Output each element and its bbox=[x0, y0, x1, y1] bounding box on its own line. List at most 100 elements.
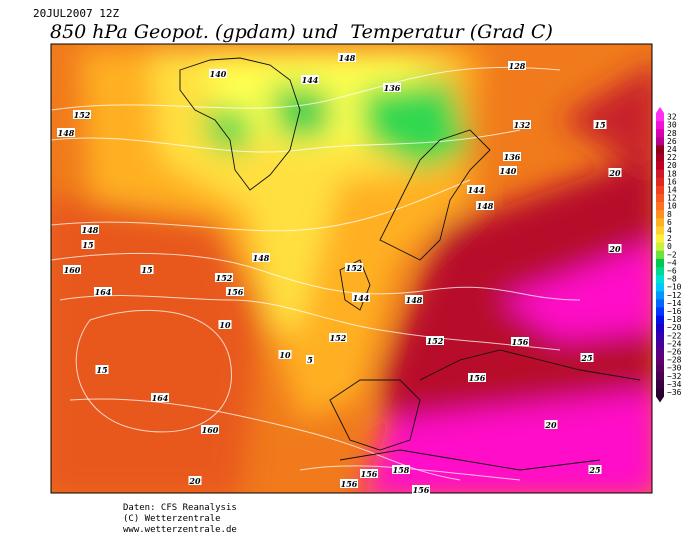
colorbar-swatch bbox=[656, 202, 664, 211]
contour-label-box bbox=[544, 420, 558, 429]
colorbar-swatch bbox=[656, 234, 664, 243]
colorbar-swatch bbox=[656, 388, 664, 397]
colorbar-label: 32 bbox=[667, 113, 677, 122]
footer-line: Daten: CFS Reanalysis bbox=[123, 503, 237, 513]
contour-label-box bbox=[278, 350, 292, 359]
colorbar-swatch bbox=[656, 250, 664, 260]
contour-label-box bbox=[467, 185, 485, 194]
colorbar-label: 0 bbox=[667, 242, 672, 251]
colorbar-swatch bbox=[656, 283, 664, 292]
contour-label: 15 bbox=[594, 120, 606, 130]
footer-line: www.wetterzentrale.de bbox=[123, 525, 237, 535]
contour-label-box bbox=[345, 263, 363, 272]
colorbar-label: −20 bbox=[667, 323, 682, 332]
colorbar-swatch bbox=[656, 323, 664, 332]
contour-label: 144 bbox=[468, 185, 485, 195]
colorbar-label: 2 bbox=[667, 234, 672, 243]
colorbar-swatch bbox=[656, 129, 664, 138]
colorbar-swatch bbox=[656, 113, 664, 122]
colorbar-swatch bbox=[656, 356, 664, 365]
colorbar-arrow bbox=[656, 396, 664, 403]
temperature-field bbox=[51, 44, 652, 493]
contour-label-box bbox=[81, 240, 95, 249]
contour-label: 156 bbox=[469, 373, 486, 383]
colorbar-label: −8 bbox=[667, 275, 677, 284]
colorbar-label: −36 bbox=[667, 388, 682, 397]
colorbar-label: 22 bbox=[667, 153, 677, 162]
colorbar-label: −32 bbox=[667, 372, 682, 381]
contour-label: 5 bbox=[307, 355, 313, 365]
contour-label: 152 bbox=[330, 333, 347, 343]
contour-label-box bbox=[392, 465, 410, 474]
colorbar-label: 18 bbox=[667, 169, 677, 178]
colorbar-swatch bbox=[656, 210, 664, 219]
map-title: 850 hPa Geopot. (gpdam) und Temperatur (… bbox=[50, 21, 553, 43]
contour-label-box bbox=[306, 355, 314, 364]
contour-label-box bbox=[57, 128, 75, 137]
contour-label-box bbox=[499, 166, 517, 175]
colorbar-swatch bbox=[656, 194, 664, 203]
colorbar-swatch bbox=[656, 307, 664, 316]
contour-label: 140 bbox=[500, 166, 517, 176]
date-label: 20JUL2007 12Z bbox=[33, 7, 119, 20]
contour-label-box bbox=[468, 373, 486, 382]
colorbar-label: 20 bbox=[667, 161, 677, 170]
contour-label-box bbox=[383, 83, 401, 92]
contour-label-box bbox=[588, 465, 602, 474]
contour-label-box bbox=[508, 61, 526, 70]
contour-label-box bbox=[95, 365, 109, 374]
contour-label-box bbox=[94, 287, 112, 296]
colorbar-swatch bbox=[656, 331, 664, 341]
colorbar-label: 30 bbox=[667, 121, 677, 130]
contour-label: 20 bbox=[544, 420, 557, 430]
contour-label-box bbox=[405, 295, 423, 304]
contour-label: 164 bbox=[95, 287, 112, 297]
contour-label-box bbox=[218, 320, 232, 329]
contour-label: 140 bbox=[210, 69, 227, 79]
colorbar-swatch bbox=[656, 299, 664, 308]
contour-label: 132 bbox=[514, 120, 531, 130]
colorbar-swatch bbox=[656, 275, 664, 284]
colorbar: 32302826242220181614121086420−2−4−6−8−10… bbox=[656, 107, 682, 403]
colorbar-swatch bbox=[656, 218, 664, 227]
contour-label: 152 bbox=[74, 110, 91, 120]
contour-label: 15 bbox=[82, 240, 94, 250]
colorbar-swatch bbox=[656, 315, 664, 324]
contour-label-box bbox=[608, 244, 622, 253]
contour-label: 152 bbox=[346, 263, 363, 273]
colorbar-swatch bbox=[656, 347, 664, 357]
colorbar-label: −6 bbox=[667, 266, 677, 275]
contour-label-box bbox=[252, 253, 270, 262]
contour-label: 156 bbox=[512, 337, 529, 347]
contour-label: 148 bbox=[406, 295, 423, 305]
contour-label-box bbox=[215, 273, 233, 282]
contour-label-box bbox=[201, 425, 219, 434]
contour-label-box bbox=[226, 287, 244, 296]
colorbar-swatch bbox=[656, 291, 664, 300]
contour-label: 148 bbox=[253, 253, 270, 263]
contour-label: 148 bbox=[339, 53, 356, 63]
colorbar-label: −24 bbox=[667, 339, 682, 348]
colorbar-swatch bbox=[656, 121, 664, 130]
contour-label-box bbox=[140, 265, 154, 274]
colorbar-swatch bbox=[656, 242, 664, 251]
colorbar-label: 4 bbox=[667, 226, 672, 235]
contour-label-box bbox=[412, 485, 430, 494]
colorbar-swatch bbox=[656, 258, 664, 268]
contour-label-box bbox=[188, 476, 202, 485]
contour-label-box bbox=[63, 265, 81, 274]
contour-label-box bbox=[301, 75, 319, 84]
colorbar-swatch bbox=[656, 161, 664, 170]
contour-label-box bbox=[81, 225, 99, 234]
contour-label: 160 bbox=[64, 265, 81, 275]
colorbar-label: −12 bbox=[667, 291, 682, 300]
colorbar-swatch bbox=[656, 145, 664, 154]
colorbar-label: −30 bbox=[667, 364, 682, 373]
contour-label: 25 bbox=[580, 353, 593, 363]
contour-label-box bbox=[329, 333, 347, 342]
contour-label: 148 bbox=[82, 225, 99, 235]
contour-label-box bbox=[340, 479, 358, 488]
contour-label: 156 bbox=[341, 479, 358, 489]
contour-label: 136 bbox=[384, 83, 401, 93]
